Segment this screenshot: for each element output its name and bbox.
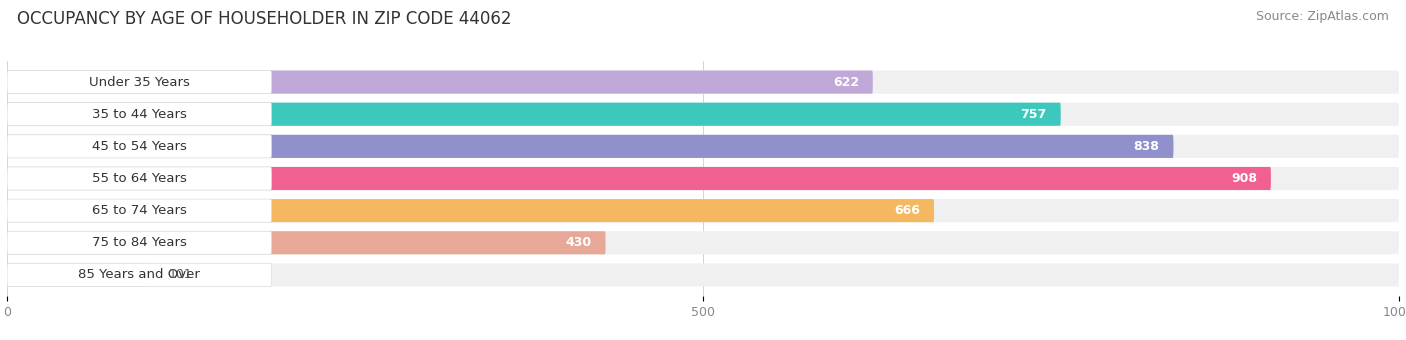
Text: 75 to 84 Years: 75 to 84 Years [91,236,187,249]
FancyBboxPatch shape [7,264,148,287]
Text: OCCUPANCY BY AGE OF HOUSEHOLDER IN ZIP CODE 44062: OCCUPANCY BY AGE OF HOUSEHOLDER IN ZIP C… [17,10,512,28]
FancyBboxPatch shape [7,135,271,158]
Text: 35 to 44 Years: 35 to 44 Years [91,108,187,121]
Text: Source: ZipAtlas.com: Source: ZipAtlas.com [1256,10,1389,23]
Text: 45 to 54 Years: 45 to 54 Years [91,140,187,153]
FancyBboxPatch shape [7,264,1399,287]
FancyBboxPatch shape [7,199,1399,222]
FancyBboxPatch shape [7,135,1399,158]
Text: 65 to 74 Years: 65 to 74 Years [91,204,187,217]
Text: 55 to 64 Years: 55 to 64 Years [91,172,187,185]
FancyBboxPatch shape [7,167,1271,190]
Text: 101: 101 [169,268,193,282]
FancyBboxPatch shape [7,231,271,254]
FancyBboxPatch shape [7,231,606,254]
FancyBboxPatch shape [7,103,1060,126]
FancyBboxPatch shape [7,103,271,126]
FancyBboxPatch shape [7,70,1399,94]
FancyBboxPatch shape [7,199,271,222]
Text: 666: 666 [894,204,920,217]
Text: Under 35 Years: Under 35 Years [89,75,190,89]
FancyBboxPatch shape [7,167,271,190]
FancyBboxPatch shape [7,264,271,287]
FancyBboxPatch shape [7,199,934,222]
FancyBboxPatch shape [7,103,1399,126]
FancyBboxPatch shape [7,135,1174,158]
FancyBboxPatch shape [7,231,1399,254]
FancyBboxPatch shape [7,167,1399,190]
FancyBboxPatch shape [7,70,271,94]
FancyBboxPatch shape [7,70,873,94]
Text: 622: 622 [832,75,859,89]
Text: 757: 757 [1021,108,1047,121]
Text: 838: 838 [1133,140,1160,153]
Text: 85 Years and Over: 85 Years and Over [79,268,200,282]
Text: 908: 908 [1232,172,1257,185]
Text: 430: 430 [565,236,592,249]
